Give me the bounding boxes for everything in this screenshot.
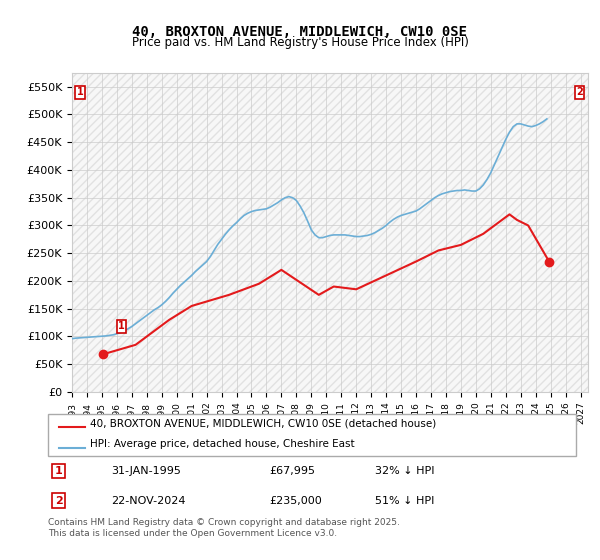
FancyBboxPatch shape — [48, 414, 576, 456]
Text: 1: 1 — [118, 321, 125, 332]
Text: Price paid vs. HM Land Registry's House Price Index (HPI): Price paid vs. HM Land Registry's House … — [131, 36, 469, 49]
Text: £235,000: £235,000 — [270, 496, 323, 506]
Text: HPI: Average price, detached house, Cheshire East: HPI: Average price, detached house, Ches… — [90, 439, 355, 449]
FancyBboxPatch shape — [72, 73, 588, 392]
Text: 40, BROXTON AVENUE, MIDDLEWICH, CW10 0SE (detached house): 40, BROXTON AVENUE, MIDDLEWICH, CW10 0SE… — [90, 418, 436, 428]
Text: This data is licensed under the Open Government Licence v3.0.: This data is licensed under the Open Gov… — [48, 529, 337, 538]
Text: 2: 2 — [55, 496, 62, 506]
Text: 1: 1 — [76, 87, 83, 97]
Text: 2: 2 — [576, 87, 583, 97]
Text: 51% ↓ HPI: 51% ↓ HPI — [376, 496, 435, 506]
Text: 22-NOV-2024: 22-NOV-2024 — [112, 496, 186, 506]
Text: 1: 1 — [55, 466, 62, 476]
Text: 31-JAN-1995: 31-JAN-1995 — [112, 466, 181, 476]
Text: 32% ↓ HPI: 32% ↓ HPI — [376, 466, 435, 476]
Text: Contains HM Land Registry data © Crown copyright and database right 2025.: Contains HM Land Registry data © Crown c… — [48, 518, 400, 527]
Text: 40, BROXTON AVENUE, MIDDLEWICH, CW10 0SE: 40, BROXTON AVENUE, MIDDLEWICH, CW10 0SE — [133, 25, 467, 39]
Text: £67,995: £67,995 — [270, 466, 316, 476]
